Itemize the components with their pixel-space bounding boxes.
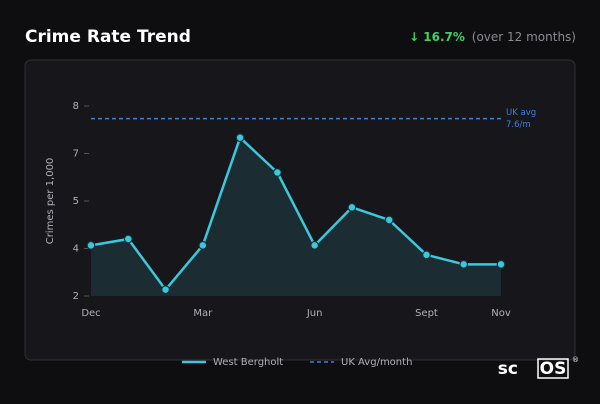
point [272, 168, 282, 177]
legend-label: UK Avg/month [341, 357, 412, 368]
y-tick-label: 5 [73, 196, 79, 207]
change-value: ↓ 16.7% [409, 30, 465, 44]
logo-mark: ® [572, 356, 579, 364]
x-tick-label: Jun [306, 308, 323, 319]
point [384, 215, 394, 225]
point [496, 259, 506, 269]
y-tick-label: 7 [73, 149, 79, 160]
point [459, 259, 469, 269]
point [235, 133, 245, 143]
logo-box [537, 358, 569, 379]
change-note: (over 12 months) [472, 30, 576, 44]
y-tick-label: 2 [73, 291, 79, 302]
point [161, 285, 170, 295]
x-tick-label: Dec [81, 308, 100, 319]
reference-label: UK avg [506, 108, 536, 118]
x-tick-label: Nov [491, 308, 511, 319]
y-tick-label: 4 [73, 244, 79, 255]
title: Crime Rate Trend [25, 27, 191, 47]
logo-boxed: OS [540, 359, 567, 379]
line [90, 136, 501, 291]
plot: 2 4 5 7 8 Crimes per 1,000 Dec Mar Jun Sept Nov UK … [45, 101, 536, 319]
reference-label: 7.6/m [506, 120, 531, 130]
point [422, 250, 431, 260]
y-axis-label: Crimes per 1,000 [45, 158, 56, 245]
y-tick-label: 8 [73, 101, 79, 112]
x-tick-label: Sept [415, 308, 438, 319]
legend-label: West Bergholt [213, 357, 283, 368]
point [347, 202, 357, 212]
x-tick-label: Mar [193, 308, 213, 319]
change: ↓ 16.7% (over 12 months) [409, 30, 576, 44]
point [86, 240, 96, 250]
point [310, 240, 320, 250]
point [123, 234, 133, 244]
logo-text: sc [498, 359, 518, 379]
point [198, 240, 208, 250]
